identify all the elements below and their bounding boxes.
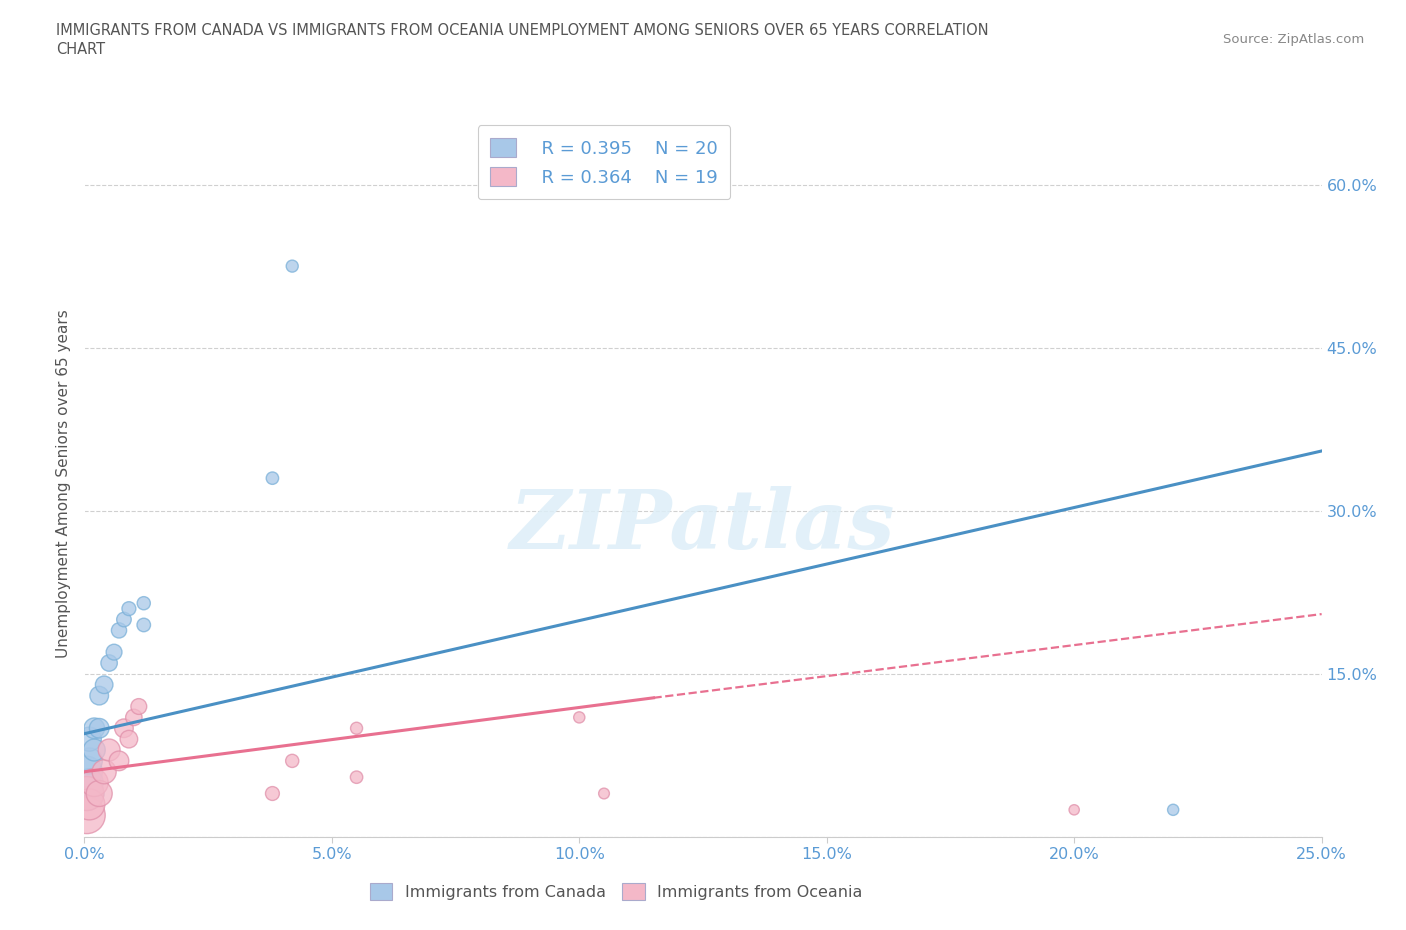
Point	[1161, 803, 1184, 817]
Point	[1063, 803, 1085, 817]
Point	[122, 710, 145, 724]
Point	[112, 721, 135, 736]
Point	[93, 764, 115, 779]
Point	[83, 776, 105, 790]
Point	[103, 644, 125, 659]
Point	[79, 797, 101, 812]
Point	[262, 786, 284, 801]
Point	[132, 596, 155, 611]
Point	[112, 612, 135, 627]
Point	[118, 732, 141, 747]
Point	[128, 699, 150, 714]
Point	[593, 786, 616, 801]
Point	[281, 753, 304, 768]
Point	[83, 742, 105, 757]
Text: Source: ZipAtlas.com: Source: ZipAtlas.com	[1223, 33, 1364, 46]
Point	[79, 732, 101, 747]
Point	[89, 721, 111, 736]
Legend: Immigrants from Canada, Immigrants from Oceania: Immigrants from Canada, Immigrants from …	[364, 877, 869, 907]
Point	[76, 764, 98, 779]
Point	[76, 786, 98, 801]
Text: CHART: CHART	[56, 42, 105, 57]
Point	[98, 742, 121, 757]
Point	[108, 753, 131, 768]
Point	[98, 656, 121, 671]
Point	[83, 721, 105, 736]
Point	[89, 786, 111, 801]
Point	[108, 623, 131, 638]
Point	[118, 601, 141, 616]
Point	[346, 770, 368, 785]
Point	[568, 710, 591, 724]
Point	[79, 776, 101, 790]
Point	[93, 677, 115, 692]
Point	[346, 721, 368, 736]
Point	[76, 808, 98, 823]
Text: IMMIGRANTS FROM CANADA VS IMMIGRANTS FROM OCEANIA UNEMPLOYMENT AMONG SENIORS OVE: IMMIGRANTS FROM CANADA VS IMMIGRANTS FRO…	[56, 23, 988, 38]
Point	[281, 259, 304, 273]
Point	[132, 618, 155, 632]
Point	[76, 786, 98, 801]
Y-axis label: Unemployment Among Seniors over 65 years: Unemployment Among Seniors over 65 years	[56, 310, 72, 658]
Point	[79, 753, 101, 768]
Point	[262, 471, 284, 485]
Text: ZIPatlas: ZIPatlas	[510, 486, 896, 566]
Point	[89, 688, 111, 703]
